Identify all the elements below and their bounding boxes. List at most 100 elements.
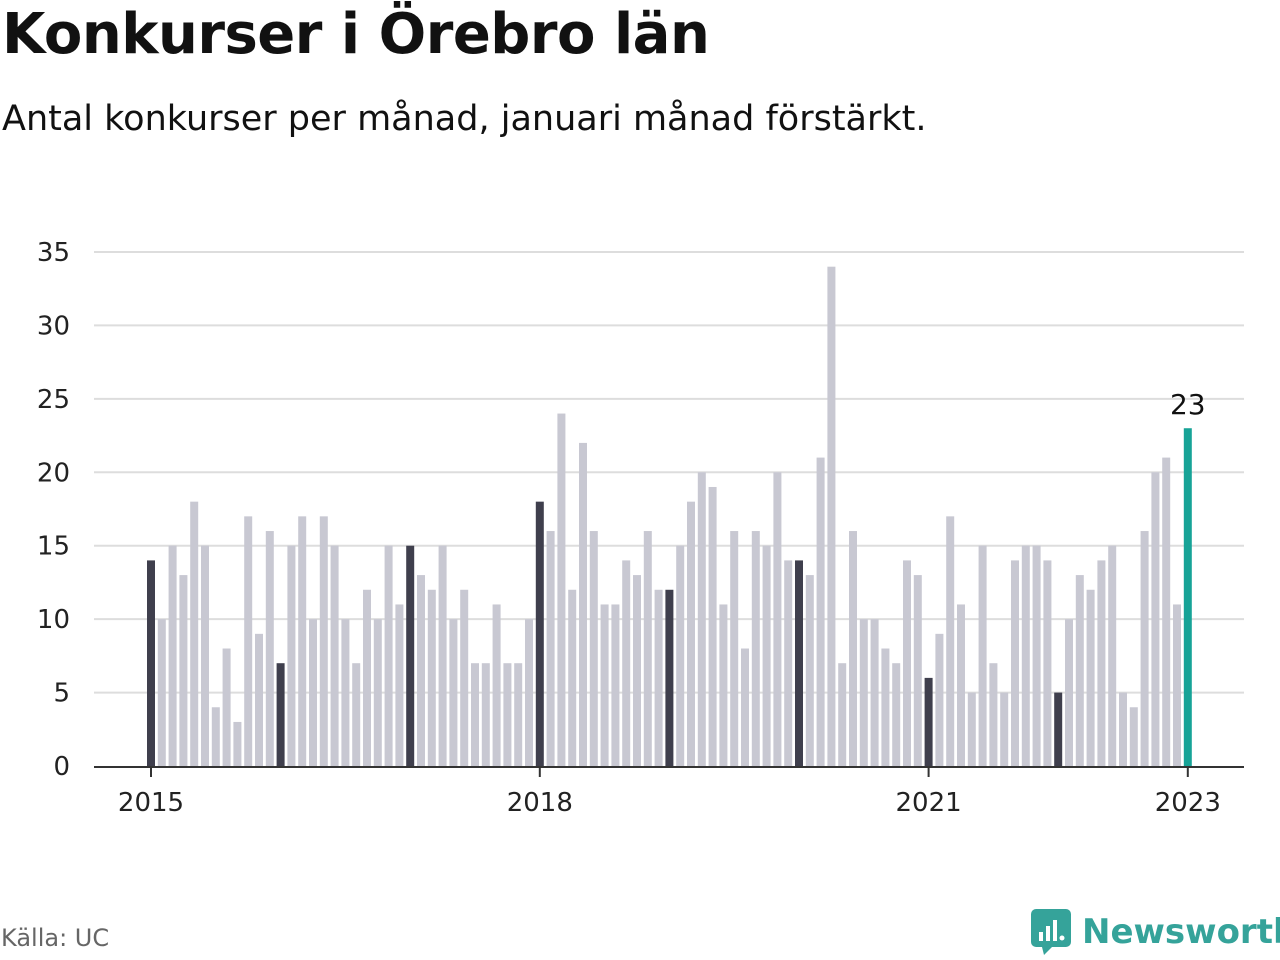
bar-january (795, 560, 803, 766)
bar (816, 457, 825, 766)
bar (309, 619, 317, 766)
brand-name: Newsworthy (1082, 912, 1280, 952)
bar (460, 589, 469, 766)
bar (265, 531, 274, 766)
bar-chart: 0 5 10 15 20 25 30 35 2015 2018 2021 2023 23 (37, 238, 1244, 818)
x-tick-label: 2018 (507, 788, 573, 818)
bar (708, 486, 717, 766)
y-tick-label: 10 (37, 605, 70, 635)
bar (503, 663, 512, 766)
bar (579, 442, 587, 766)
bar-january (406, 545, 415, 766)
x-tick-label: 2015 (118, 788, 184, 818)
bar (384, 545, 393, 766)
source-note: Källa: UC (1, 924, 110, 952)
bar (805, 575, 814, 766)
bar (1075, 575, 1084, 766)
bar-january (924, 677, 933, 766)
bar (222, 648, 231, 766)
bar (838, 663, 847, 766)
bar (492, 604, 501, 766)
bar (676, 545, 685, 766)
bar (1097, 560, 1106, 766)
bar-january (535, 501, 544, 766)
bar (395, 604, 404, 766)
bars (147, 266, 1192, 766)
bar (1032, 545, 1041, 766)
bar (849, 531, 857, 766)
bar (1021, 545, 1030, 766)
bar (762, 545, 771, 766)
bar (719, 604, 728, 766)
bar (633, 575, 641, 766)
bar (622, 560, 631, 766)
bar (881, 648, 890, 766)
bar (1173, 604, 1181, 766)
bar (946, 516, 955, 766)
bar (913, 575, 922, 766)
bar (417, 575, 425, 766)
bar (255, 633, 263, 766)
bar (1140, 531, 1149, 766)
bar (773, 472, 782, 766)
bar (1129, 707, 1138, 766)
bar (546, 531, 555, 766)
y-axis-tick-labels: 0 5 10 15 20 25 30 35 (37, 238, 70, 782)
bar-january (147, 560, 155, 766)
y-tick-label: 35 (37, 238, 70, 268)
bar (168, 545, 177, 766)
bar (373, 619, 382, 766)
bar (935, 633, 944, 766)
bar (1162, 457, 1171, 766)
bar (903, 560, 911, 766)
bar (233, 721, 242, 766)
y-tick-label: 5 (53, 679, 70, 709)
bar (870, 619, 879, 766)
bar (363, 589, 371, 766)
x-axis-tick-labels: 2015 2018 2021 2023 (118, 788, 1221, 818)
brand-logo: Newsworthy (1030, 908, 1280, 956)
bar (611, 604, 620, 766)
bar (589, 531, 598, 766)
bar (319, 516, 328, 766)
chart-subtitle: Antal konkurser per månad, januari månad… (2, 99, 927, 139)
bar (1086, 589, 1095, 766)
bar (427, 589, 436, 766)
bar (784, 560, 793, 766)
newsworthy-logo-icon (1031, 909, 1071, 955)
bar (157, 619, 166, 766)
bar (892, 663, 901, 766)
bar (190, 501, 199, 766)
bar (654, 589, 663, 766)
bar (643, 531, 652, 766)
bar (449, 619, 458, 766)
bar (298, 516, 307, 766)
bar (978, 545, 987, 766)
bar (1000, 692, 1009, 766)
data-labels: 23 (1170, 388, 1206, 421)
bar (438, 545, 447, 766)
bar (957, 604, 965, 766)
bar (211, 707, 220, 766)
bar (1065, 619, 1073, 766)
latest-value-label: 23 (1170, 388, 1206, 421)
bar (600, 604, 609, 766)
bar (341, 619, 350, 766)
bar (730, 531, 739, 766)
y-tick-label: 20 (37, 458, 70, 488)
x-tick-label: 2023 (1155, 788, 1221, 818)
bar (1011, 560, 1019, 766)
bar (687, 501, 695, 766)
bar (568, 589, 577, 766)
grid-lines (94, 251, 1244, 694)
bar (859, 619, 868, 766)
bar (201, 545, 209, 766)
x-tick-label: 2021 (896, 788, 962, 818)
chart-title: Konkurser i Örebro län (2, 2, 710, 67)
bar (244, 516, 253, 766)
bar (827, 266, 836, 766)
bar (514, 663, 523, 766)
bar (697, 472, 706, 766)
bar (1043, 560, 1052, 766)
bar-january (276, 663, 285, 766)
